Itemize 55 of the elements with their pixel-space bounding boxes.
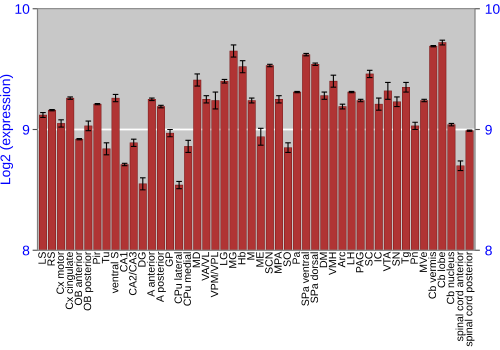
x-tick-label: LG bbox=[220, 252, 228, 265]
x-tick-label: Tg bbox=[401, 252, 411, 264]
x-tick-label: OB posterior bbox=[83, 252, 94, 310]
x-tick-label: OB anterior bbox=[74, 252, 82, 306]
x-tick-label: CA2/CA3 bbox=[128, 252, 137, 296]
x-tick-label: IC bbox=[374, 252, 382, 262]
x-tick-label: SC bbox=[365, 252, 373, 266]
x-tick-label: VMH bbox=[328, 252, 336, 276]
x-tick-label: VPM/VPL bbox=[210, 252, 218, 298]
y-tick-label: 10 bbox=[15, 4, 30, 14]
x-tick-label: DG bbox=[138, 252, 146, 267]
x-tick-label: A posterior bbox=[156, 252, 166, 302]
x-tick-label: DM bbox=[320, 252, 328, 268]
y-axis-title: Log2 (expression) bbox=[0, 74, 14, 184]
x-tick-label: LH bbox=[347, 252, 354, 264]
y2-tick-label: 8 bbox=[485, 246, 492, 256]
x-tick-label: CPu medial bbox=[183, 252, 192, 306]
x-tick-label: M bbox=[247, 252, 254, 260]
x-tick-label: SPa ventral bbox=[301, 252, 310, 306]
x-tick-label: Cx cingulate bbox=[65, 252, 76, 310]
x-tick-label: MG bbox=[228, 252, 236, 268]
x-tick-label: SPa dorsal bbox=[310, 252, 318, 303]
x-tick-label: Tu bbox=[102, 252, 110, 264]
x-tick-label: Pa bbox=[292, 252, 300, 264]
x-tick-label: SCN bbox=[265, 252, 273, 274]
x-tick-label: MPA bbox=[274, 252, 282, 273]
x-tick-label: Arc bbox=[338, 252, 346, 268]
x-tick-label: Cb vermis bbox=[428, 252, 436, 299]
x-tick-label: PAG bbox=[356, 252, 364, 272]
x-tick-label: Pn bbox=[410, 252, 418, 264]
x-tick-label: VA/VL bbox=[201, 252, 210, 281]
x-tick-label: RS bbox=[47, 252, 55, 266]
x-tick-label: CPu lateral bbox=[174, 252, 182, 304]
y-tick-label: 9 bbox=[22, 124, 30, 135]
x-tick-label: MD bbox=[192, 252, 200, 268]
x-tick-label: SN bbox=[392, 252, 400, 266]
x-tick-label: A anterior bbox=[146, 252, 155, 297]
x-tick-label: ventral S bbox=[110, 252, 118, 294]
x-tick-label: GP bbox=[165, 252, 173, 266]
x-tick-label: MVe bbox=[420, 252, 428, 272]
x-tick-label: VTA bbox=[383, 252, 391, 272]
y2-tick-label: 10 bbox=[486, 4, 500, 14]
x-tick-label: Cx motor bbox=[56, 252, 64, 294]
x-tick-label: ME bbox=[256, 252, 264, 267]
x-tick-label: spinal cord anterior bbox=[456, 252, 466, 342]
x-tick-label: spinal cord posterior bbox=[464, 252, 474, 346]
x-tick-label: LS bbox=[38, 252, 46, 264]
x-tick-label: Cb lobe bbox=[437, 252, 446, 288]
y-tick-label: 8 bbox=[22, 246, 30, 256]
x-tick-label: CA1 bbox=[120, 252, 128, 272]
x-tick-label: Hb bbox=[238, 252, 246, 264]
x-tick-label: Pir bbox=[92, 252, 100, 264]
x-tick-label: SO bbox=[283, 252, 291, 266]
x-tick-label: Cb nucleus bbox=[446, 252, 454, 304]
y2-tick-label: 9 bbox=[485, 124, 492, 135]
